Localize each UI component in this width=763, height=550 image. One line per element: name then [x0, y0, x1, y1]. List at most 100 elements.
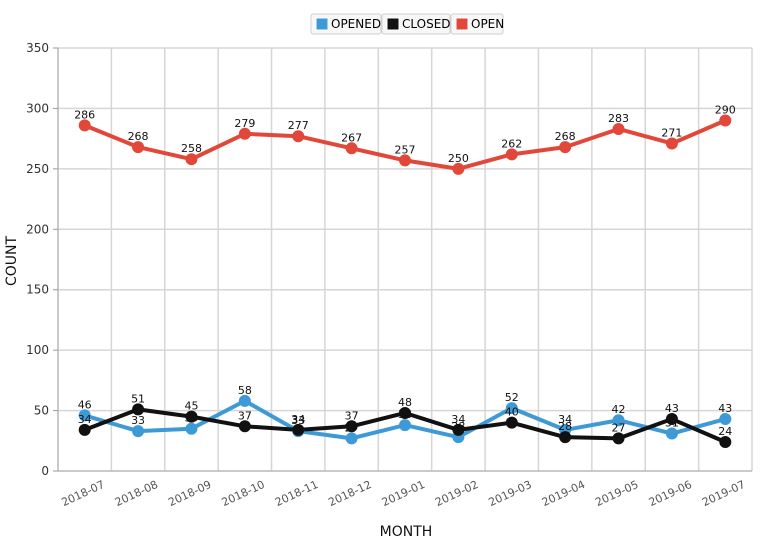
data-point-opened[interactable] — [505, 402, 518, 415]
legend-swatch — [455, 17, 469, 31]
x-tick-label: 2019-01 — [380, 478, 427, 509]
data-label-closed: 48 — [398, 396, 412, 409]
x-tick-label: 2018-07 — [59, 478, 106, 509]
data-point-closed[interactable] — [345, 420, 358, 433]
data-point-opened[interactable] — [665, 427, 678, 440]
data-label-open: 290 — [715, 104, 736, 117]
data-label-open: 262 — [501, 137, 522, 150]
y-tick-label: 0 — [41, 464, 49, 478]
data-point-opened[interactable] — [612, 414, 625, 427]
legend-label: OPENED — [331, 17, 381, 31]
data-point-open[interactable] — [292, 130, 305, 143]
data-point-closed[interactable] — [78, 423, 91, 436]
data-label-closed: 37 — [238, 409, 252, 422]
series-layer — [78, 114, 732, 448]
legend-item-open[interactable]: OPEN — [450, 13, 504, 35]
data-label-opened: 58 — [238, 384, 252, 397]
x-tick-label: 2019-03 — [487, 478, 534, 509]
x-tick-label: 2019-06 — [647, 478, 694, 509]
data-point-opened[interactable] — [132, 425, 145, 438]
data-point-closed[interactable] — [185, 410, 198, 423]
data-point-closed[interactable] — [132, 403, 145, 416]
data-label-opened: 33 — [291, 414, 305, 427]
data-point-closed[interactable] — [665, 413, 678, 426]
data-point-open[interactable] — [238, 127, 251, 140]
data-point-closed[interactable] — [559, 431, 572, 444]
data-point-closed[interactable] — [238, 420, 251, 433]
y-axis-ticks: 0 50 100 150 200 250 300 350 — [26, 41, 58, 478]
data-label-opened: 34 — [558, 413, 572, 426]
data-label-closed: 43 — [665, 402, 679, 415]
data-label-open: 268 — [555, 130, 576, 143]
data-label-open: 286 — [74, 108, 95, 121]
data-label-closed: 45 — [184, 400, 198, 413]
x-tick-label: 2019-07 — [700, 478, 747, 509]
x-tick-label: 2019-04 — [540, 478, 587, 509]
data-label-open: 279 — [234, 117, 255, 130]
data-label-open: 268 — [128, 130, 149, 143]
data-label-opened: 27 — [345, 421, 359, 434]
y-tick-label: 300 — [26, 101, 49, 115]
data-point-open[interactable] — [505, 148, 518, 161]
data-label-closed: 51 — [131, 392, 145, 405]
y-axis-title: COUNT — [4, 236, 20, 287]
legend-label: CLOSED — [402, 17, 451, 31]
x-tick-label: 2019-05 — [593, 478, 640, 509]
y-tick-label: 350 — [26, 41, 49, 55]
data-point-closed[interactable] — [719, 435, 732, 448]
data-label-opened: 42 — [612, 403, 626, 416]
legend-item-opened[interactable]: OPENED — [310, 13, 382, 35]
data-label-open: 271 — [661, 126, 682, 139]
data-label-opened: 52 — [505, 391, 519, 404]
data-label-closed: 27 — [612, 421, 626, 434]
data-label-opened: 33 — [131, 414, 145, 427]
data-point-closed[interactable] — [452, 423, 465, 436]
legend-item-closed[interactable]: CLOSED — [381, 13, 451, 35]
x-tick-label: 2018-12 — [326, 478, 373, 509]
data-point-open[interactable] — [559, 141, 572, 154]
data-point-open[interactable] — [132, 141, 145, 154]
data-label-closed: 40 — [505, 406, 519, 419]
data-label-closed: 24 — [718, 425, 732, 438]
data-label-closed: 28 — [558, 420, 572, 433]
data-point-closed[interactable] — [399, 406, 411, 419]
data-label-closed: 34 — [451, 413, 465, 426]
data-point-open[interactable] — [719, 114, 732, 127]
data-point-opened[interactable] — [185, 422, 198, 435]
y-tick-label: 100 — [26, 343, 49, 357]
data-point-closed[interactable] — [292, 423, 305, 436]
data-point-opened[interactable] — [399, 419, 411, 432]
legend: OPENED CLOSED OPEN — [310, 13, 504, 35]
data-label-open: 283 — [608, 112, 629, 125]
data-point-open[interactable] — [612, 122, 625, 135]
data-label-open: 257 — [395, 143, 416, 156]
data-label-closed: 37 — [345, 409, 359, 422]
legend-label: OPEN — [471, 17, 504, 31]
data-point-open[interactable] — [185, 153, 198, 166]
data-point-open[interactable] — [78, 119, 91, 132]
data-point-closed[interactable] — [505, 416, 518, 429]
data-label-closed: 34 — [291, 413, 305, 426]
x-tick-label: 2019-02 — [433, 478, 480, 509]
y-tick-label: 150 — [26, 283, 49, 297]
data-point-open[interactable] — [665, 137, 678, 150]
data-label-opened: 46 — [78, 398, 92, 411]
data-point-open[interactable] — [452, 162, 465, 175]
y-tick-label: 200 — [26, 222, 49, 236]
data-point-open[interactable] — [345, 142, 358, 155]
data-label-opened: 28 — [451, 420, 465, 433]
y-tick-label: 50 — [34, 404, 49, 418]
data-label-open: 250 — [448, 152, 469, 165]
data-label-opened: 31 — [665, 417, 679, 430]
data-label-opened: 43 — [718, 402, 732, 415]
data-point-open[interactable] — [399, 154, 411, 167]
data-point-opened[interactable] — [78, 409, 91, 422]
data-point-closed[interactable] — [612, 432, 625, 445]
data-label-opened: 35 — [184, 412, 198, 425]
data-labels: 46 33 35 58 33 27 38 28 52 34 42 31 43 34 51 45 37 34 37 48… — [74, 104, 736, 438]
data-label-open: 267 — [341, 131, 362, 144]
data-point-opened[interactable] — [345, 432, 358, 445]
data-point-opened[interactable] — [719, 413, 732, 426]
data-point-opened[interactable] — [238, 394, 251, 407]
